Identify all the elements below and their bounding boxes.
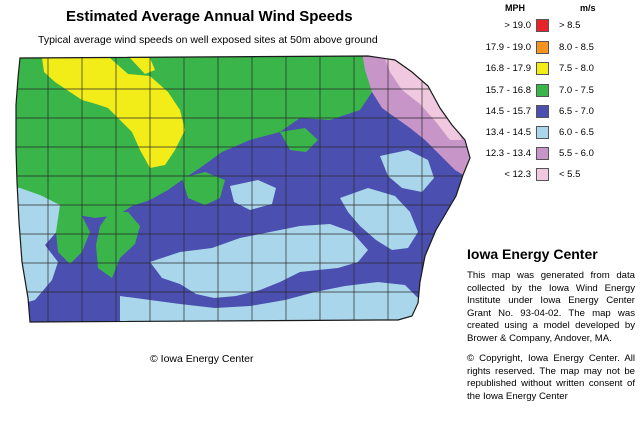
legend-row: 14.5 - 15.7 6.5 - 7.0 bbox=[448, 104, 640, 122]
legend-row: 16.8 - 17.9 7.5 - 8.0 bbox=[448, 61, 640, 79]
legend-mph: > 19.0 bbox=[504, 20, 531, 31]
zone-lightblue-central bbox=[150, 224, 368, 298]
info-panel: Iowa Energy Center This map was generate… bbox=[467, 246, 635, 411]
info-copyright: © Copyright, Iowa Energy Center. All rig… bbox=[467, 353, 635, 402]
legend-swatch bbox=[536, 105, 549, 118]
info-title: Iowa Energy Center bbox=[467, 246, 598, 262]
zone-green-tongue-d bbox=[280, 128, 318, 152]
legend-row: 12.3 - 13.4 5.5 - 6.0 bbox=[448, 146, 640, 164]
legend-mph: 15.7 - 16.8 bbox=[485, 85, 531, 96]
legend-ms: 6.0 - 6.5 bbox=[559, 127, 594, 138]
legend-swatch bbox=[536, 84, 549, 97]
zone-lightblue-east2 bbox=[380, 150, 434, 192]
legend-ms: 7.0 - 7.5 bbox=[559, 85, 594, 96]
legend-row: < 12.3 < 5.5 bbox=[448, 167, 640, 185]
zone-green-tongue-b bbox=[56, 205, 90, 264]
legend-header-ms: m/s bbox=[580, 3, 596, 13]
map-subtitle: Typical average wind speeds on well expo… bbox=[38, 34, 378, 46]
legend-mph: 13.4 - 14.5 bbox=[485, 127, 531, 138]
legend-swatch bbox=[536, 168, 549, 181]
legend-mph: 12.3 - 13.4 bbox=[485, 148, 531, 159]
zone-yellow-n bbox=[130, 58, 155, 74]
legend-ms: 7.5 - 8.0 bbox=[559, 63, 594, 74]
legend-mph: 14.5 - 15.7 bbox=[485, 106, 531, 117]
legend: MPH m/s > 19.0 > 8.5 17.9 - 19.0 8.0 - 8… bbox=[448, 0, 640, 190]
legend-swatch bbox=[536, 41, 549, 54]
legend-row: 15.7 - 16.8 7.0 - 7.5 bbox=[448, 83, 640, 101]
legend-ms: 5.5 - 6.0 bbox=[559, 148, 594, 159]
legend-row: 17.9 - 19.0 8.0 - 8.5 bbox=[448, 40, 640, 58]
zone-green-tongue-c bbox=[182, 172, 225, 205]
legend-ms: < 5.5 bbox=[559, 169, 581, 180]
legend-swatch bbox=[536, 147, 549, 160]
zone-lightblue-south bbox=[120, 282, 420, 322]
zone-lightblue-east bbox=[340, 188, 418, 250]
legend-ms: 6.5 - 7.0 bbox=[559, 106, 594, 117]
legend-swatch bbox=[536, 126, 549, 139]
zone-purple-ne bbox=[360, 56, 470, 180]
legend-mph: 17.9 - 19.0 bbox=[485, 42, 531, 53]
legend-swatch bbox=[536, 62, 549, 75]
zone-green-tongue-a bbox=[96, 212, 140, 278]
map-title: Estimated Average Annual Wind Speeds bbox=[66, 8, 353, 25]
legend-swatch bbox=[536, 19, 549, 32]
legend-ms: > 8.5 bbox=[559, 20, 581, 31]
zone-yellow-nw bbox=[42, 58, 185, 168]
info-description: This map was generated from data collect… bbox=[467, 270, 635, 344]
legend-mph: < 12.3 bbox=[504, 169, 531, 180]
legend-header-mph: MPH bbox=[505, 3, 525, 13]
legend-row: > 19.0 > 8.5 bbox=[448, 18, 640, 36]
legend-ms: 8.0 - 8.5 bbox=[559, 42, 594, 53]
zone-pink-ne bbox=[380, 56, 462, 140]
legend-mph: 16.8 - 17.9 bbox=[485, 63, 531, 74]
legend-row: 13.4 - 14.5 6.0 - 6.5 bbox=[448, 125, 640, 143]
map-credit: © Iowa Energy Center bbox=[150, 353, 254, 365]
zone-lightblue-mid bbox=[230, 180, 276, 210]
